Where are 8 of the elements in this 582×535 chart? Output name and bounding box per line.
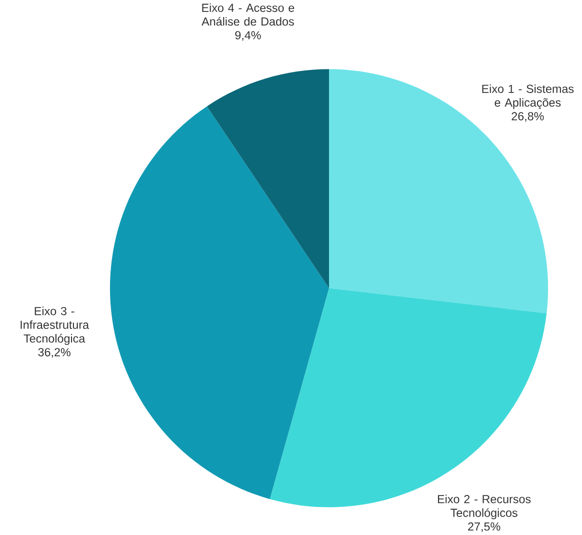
data-label: 26,8% <box>512 112 544 122</box>
slice-label: Eixo 2 - Recursos Tecnológicos <box>438 494 531 520</box>
data-label: 27,5% <box>468 522 500 532</box>
data-label: 36,2% <box>38 348 70 358</box>
data-label: 9,4% <box>235 30 261 41</box>
slice-label: Eixo 4 - Acesso e Análise de Dados <box>202 3 294 26</box>
slice-label: Eixo 1 - Sistemas e Aplicações <box>482 84 574 109</box>
slice-label: Eixo 3 - Infraestrutura Tecnológica <box>20 306 90 345</box>
